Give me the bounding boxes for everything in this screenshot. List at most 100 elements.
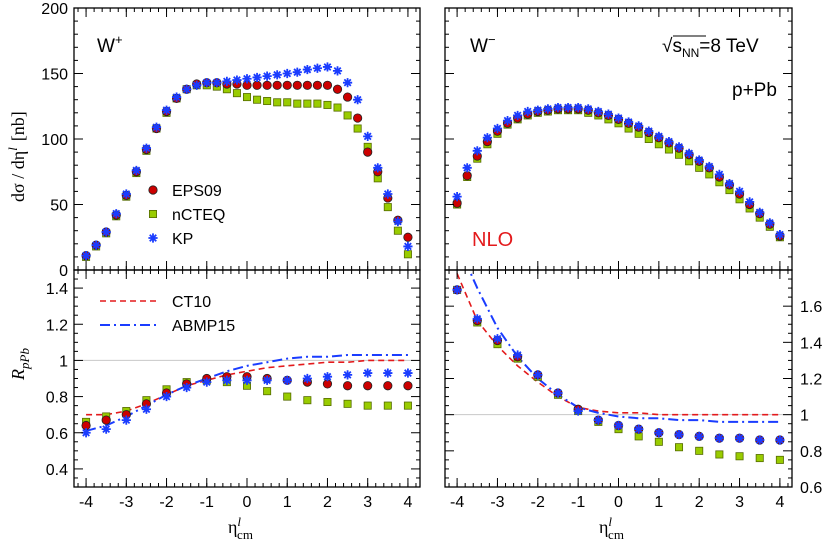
data-point-eps09 [342, 92, 353, 102]
legend-markers [100, 185, 160, 326]
data-point-kp [232, 75, 242, 85]
data-point-eps09 [332, 84, 343, 94]
data-point-kp [654, 131, 664, 141]
data-point-kp [182, 84, 192, 94]
data-point-kp [634, 424, 644, 434]
data-point-kp [111, 209, 121, 219]
data-point-kp [202, 377, 212, 387]
x-tick-label: -3 [119, 494, 133, 511]
data-point-eps09 [262, 80, 272, 90]
y-tick-label: 0.8 [46, 390, 68, 407]
data-point-kp [322, 372, 333, 382]
data-point-kp [403, 241, 413, 252]
plot-area [81, 353, 413, 438]
plot-area [452, 270, 785, 464]
data-point-ncteq [775, 455, 784, 464]
data-point-kp [654, 428, 664, 438]
x-tick-label: 2 [323, 494, 332, 511]
data-point-kp [302, 64, 312, 75]
data-point-eps09 [282, 80, 292, 90]
data-point-kp [363, 368, 373, 378]
data-point-kp [373, 163, 383, 173]
data-point-kp [462, 163, 472, 173]
data-point-kp [573, 406, 583, 416]
data-point-ncteq [323, 398, 332, 407]
y-tick-label: 100 [41, 132, 68, 149]
data-point-ncteq [232, 89, 241, 98]
x-tick-label: 0 [243, 494, 252, 511]
legend-kp-label: KP [172, 231, 193, 248]
data-point-eps09 [342, 381, 353, 391]
data-point-kp [342, 78, 353, 88]
data-point-kp [81, 250, 91, 261]
data-point-kp [613, 420, 624, 431]
x-tick-label: -2 [159, 494, 173, 511]
x-tick-label: -1 [200, 494, 214, 511]
data-point-eps09 [403, 381, 413, 391]
data-point-kp [513, 110, 523, 121]
data-point-kp [282, 68, 292, 79]
data-point-ncteq [695, 446, 704, 455]
y-tick-label: 1.4 [800, 335, 822, 352]
legend-ncteq-label: nCTEQ [172, 207, 225, 224]
x-tick-label: -2 [531, 494, 545, 511]
data-point-kp [563, 102, 573, 113]
data-point-kp [332, 66, 343, 76]
legend-abmp15-label: ABMP15 [172, 318, 235, 335]
data-point-kp [553, 388, 563, 398]
y-tick-label: 150 [41, 67, 68, 84]
x-tick-label: -3 [490, 494, 504, 511]
data-point-ncteq [634, 432, 643, 441]
y-tick-label: 0 [59, 263, 68, 280]
energy-label: √sNN=8 TeV [662, 36, 759, 60]
y-tick-label: 0.6 [46, 426, 68, 443]
data-point-kp [252, 72, 262, 83]
data-point-kp [472, 146, 482, 156]
ylabel-ratio: RpPb [8, 348, 32, 381]
x-tick-label: 4 [403, 494, 412, 511]
data-point-kp [282, 375, 292, 385]
data-point-kp [745, 197, 755, 207]
data-point-kp [182, 382, 192, 393]
plot-area [452, 102, 785, 242]
data-point-eps09 [312, 80, 323, 90]
legend-ct10-label: CT10 [172, 294, 211, 311]
data-point-ncteq [403, 401, 412, 410]
series-line-ct10 [86, 359, 408, 416]
data-point-eps09 [462, 171, 472, 181]
data-point-eps09 [322, 80, 333, 90]
panel-wplus-cross-section: 0 50 100 150 200 [41, 1, 421, 280]
data-point-ncteq [654, 437, 663, 446]
series-line-ct10 [456, 273, 780, 416]
y-tick-label: 1 [59, 353, 68, 370]
data-point-kp [533, 105, 543, 115]
data-point-kp [704, 161, 714, 172]
data-point-ncteq [293, 99, 302, 108]
data-point-ncteq [383, 203, 392, 212]
data-point-kp [533, 370, 543, 380]
data-point-ncteq [323, 100, 332, 109]
y-tick-label: 0.6 [800, 480, 822, 497]
data-point-kp [242, 375, 252, 385]
data-point-kp [714, 169, 724, 179]
x-tick-label: 3 [735, 494, 744, 511]
legend-kp-marker [148, 233, 158, 243]
data-point-kp [634, 121, 644, 131]
data-point-eps09 [101, 415, 111, 425]
data-point-kp [322, 62, 333, 72]
y-tick-label: 1.2 [46, 317, 68, 334]
data-point-kp [755, 435, 765, 445]
x-tick-label: 3 [363, 494, 372, 511]
y-tick-label: 1.6 [800, 299, 822, 316]
data-point-kp [775, 435, 785, 445]
data-point-eps09 [403, 232, 413, 242]
data-point-eps09 [363, 381, 373, 391]
label-wminus: W− [470, 32, 496, 57]
data-point-eps09 [302, 80, 312, 90]
data-point-kp [714, 433, 724, 443]
label-wplus: W+ [97, 32, 123, 57]
nlo-label: NLO [472, 229, 513, 251]
x-tick-label: -4 [450, 494, 464, 511]
data-point-kp [342, 370, 353, 380]
